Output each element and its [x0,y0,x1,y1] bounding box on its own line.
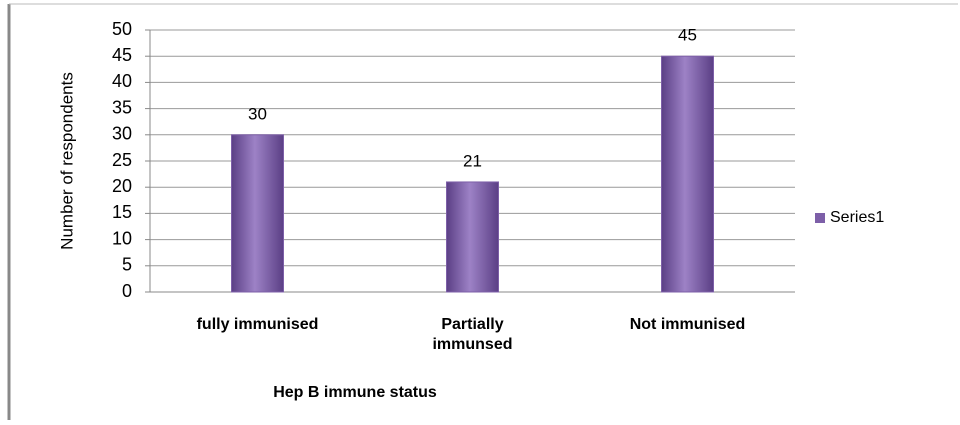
y-tick-label: 35 [112,97,132,117]
y-tick-label: 15 [112,202,132,222]
data-label: 45 [678,26,697,45]
y-tick-label: 25 [112,150,132,170]
data-label: 21 [463,151,482,170]
y-tick-label: 45 [112,45,132,65]
y-tick-label: 5 [122,255,132,275]
data-label: 30 [248,104,267,123]
y-tick-label: 40 [112,71,132,91]
y-tick-label: 20 [112,176,132,196]
bar [231,134,284,293]
y-axis-label: Number of respondents [57,72,76,250]
x-tick-label: Not immunised [629,316,746,333]
y-tick-label: 50 [112,19,132,39]
x-tick-label: Partially immunsed [432,316,513,353]
x-tick-label: fully immunised [196,316,319,333]
y-tick-label: 10 [112,228,132,248]
y-tick-label: 30 [112,124,132,144]
bar [446,181,499,293]
bar [661,55,714,293]
legend-label: Series1 [830,209,884,226]
y-tick-label: 0 [122,281,132,301]
x-axis-label: Hep B immune status [273,384,437,401]
legend-swatch [815,213,825,223]
